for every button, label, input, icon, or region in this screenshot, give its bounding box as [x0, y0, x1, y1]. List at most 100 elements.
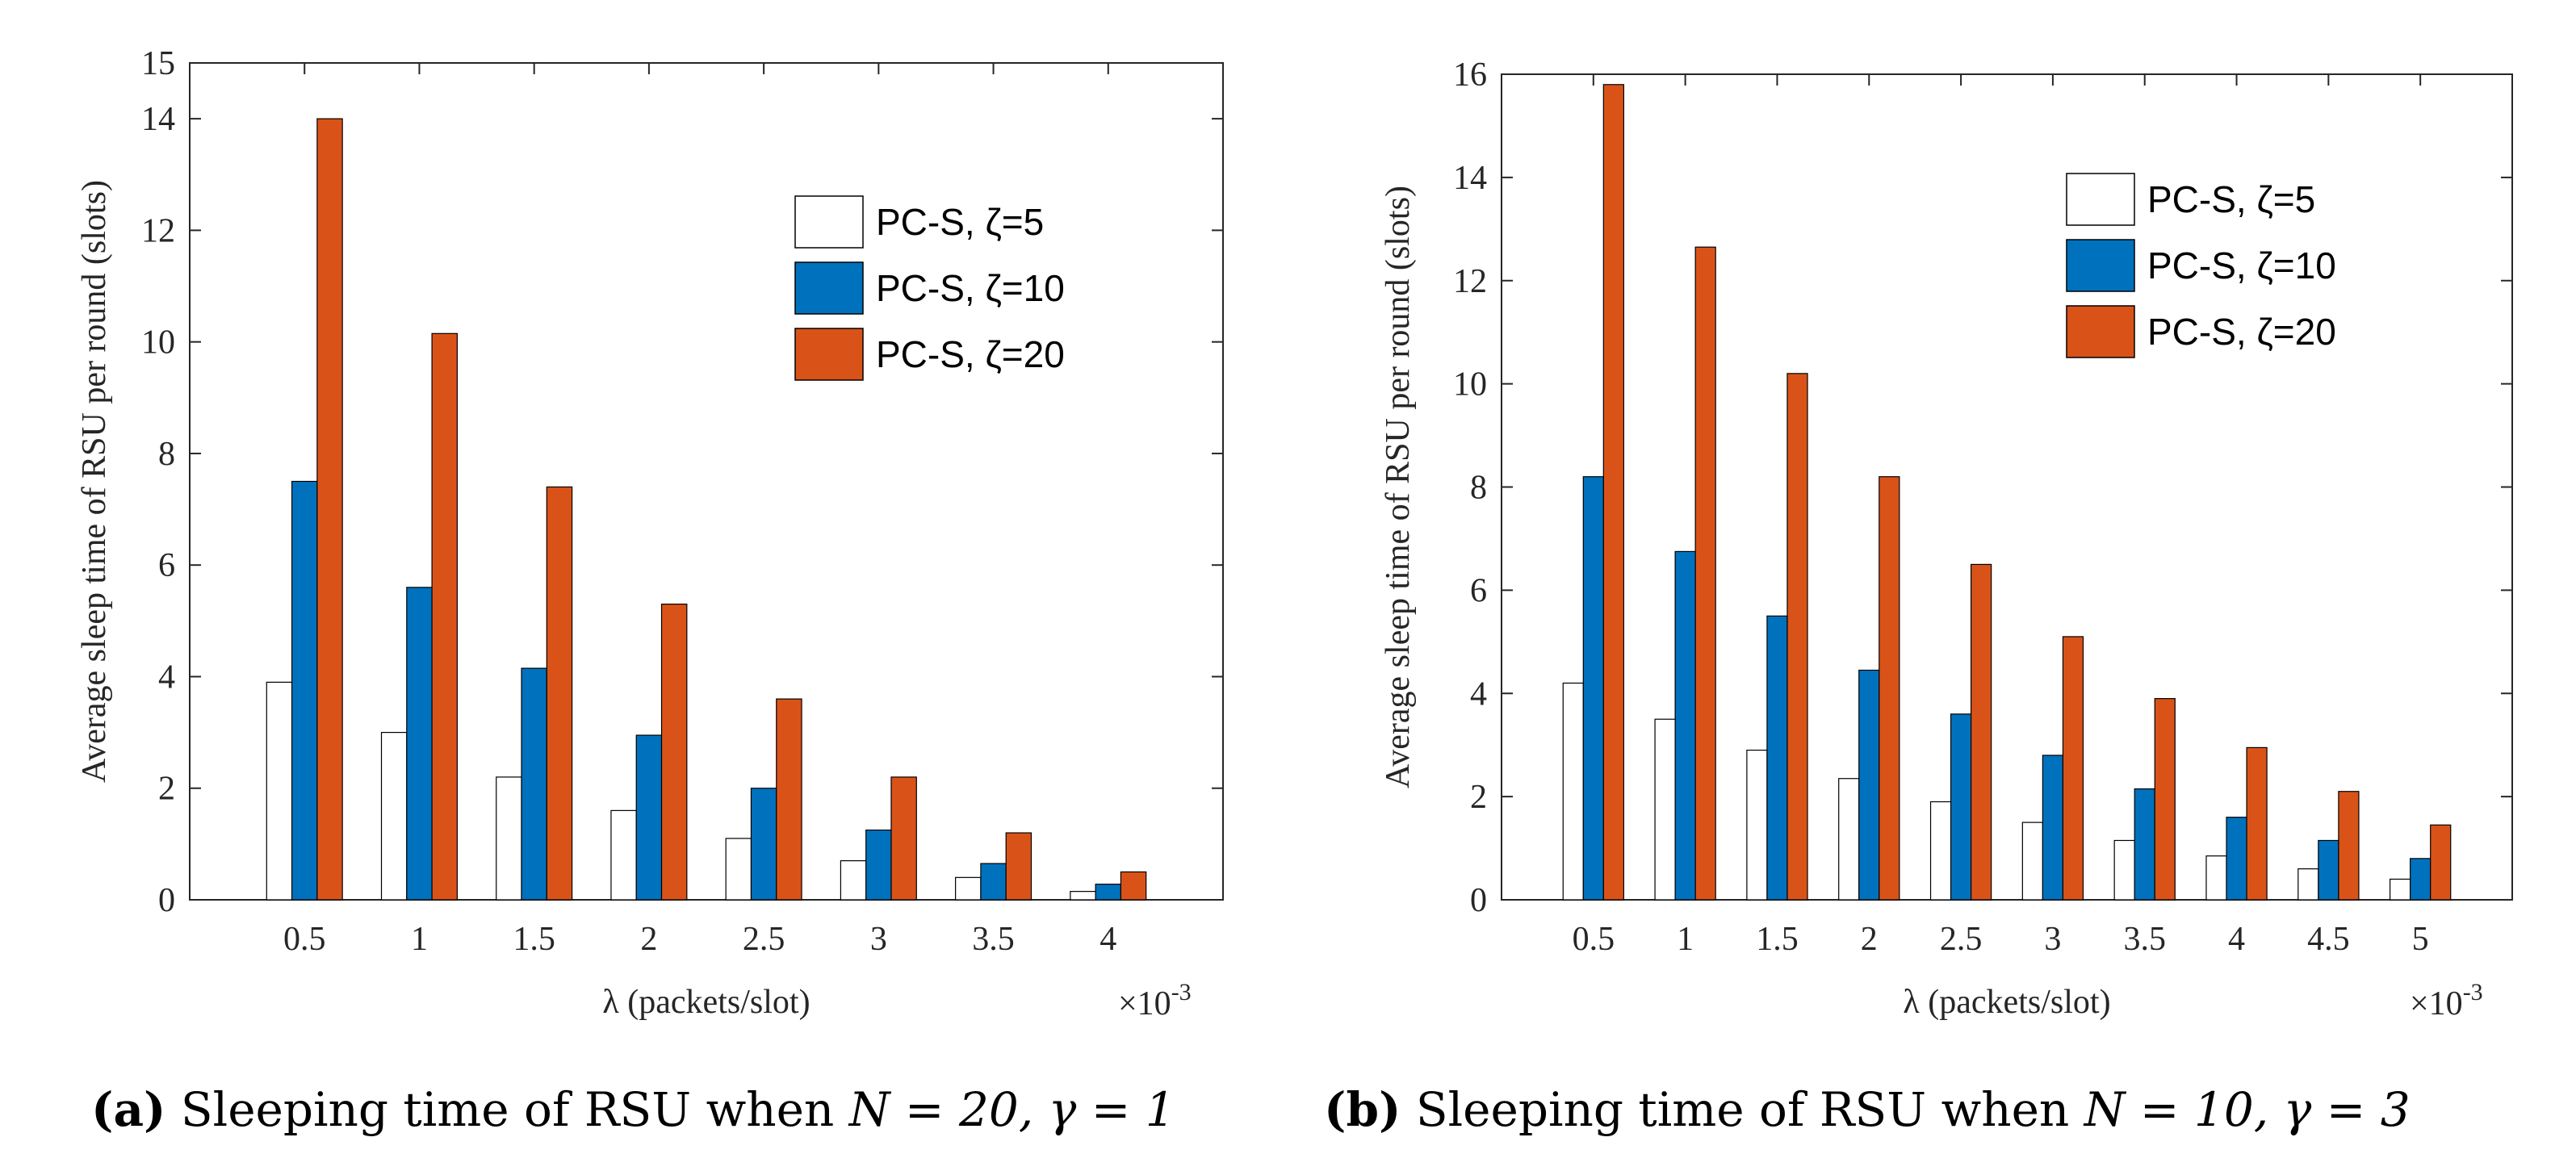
y-tick-label: 14 [141, 101, 175, 138]
x-tick-label: 1 [411, 921, 428, 958]
bar-b-s0-c2 [1746, 749, 1768, 901]
bar-b-s2-c7 [2246, 746, 2268, 901]
bar-b-s1-c9 [2410, 858, 2431, 901]
x-tick-label: 2.5 [743, 921, 785, 958]
bar-b-s1-c3 [1858, 669, 1880, 901]
bar-a-s2-c4 [776, 698, 802, 901]
x-tick-label: 4 [2228, 921, 2245, 958]
bar-b-s2-c5 [2062, 636, 2084, 901]
bar-b-s1-c4 [1950, 713, 1972, 901]
bar-a-s2-c2 [546, 486, 573, 901]
bar-b-s0-c1 [1654, 718, 1676, 901]
y-axis-label: Average sleep time of RSU per round (slo… [1380, 186, 1417, 788]
x-tick-label: 2 [640, 921, 657, 958]
y-tick-label: 4 [158, 659, 175, 696]
chart-a: 0 2 4 6 8 10 12 14 15 0.5 1 1.5 2 2.5 3 3.5 4 λ (packets/… [76, 45, 1224, 1022]
y-tick-label: 12 [141, 212, 175, 249]
y-tick-label: 12 [1453, 263, 1487, 300]
legend-swatch-1 [2066, 239, 2135, 292]
y-tick-label: 2 [1470, 779, 1487, 816]
bar-a-s2-c5 [890, 776, 917, 901]
bar-b-s2-c1 [1694, 246, 1716, 901]
bar-b-s1-c8 [2318, 839, 2339, 901]
bar-b-s1-c2 [1766, 615, 1788, 901]
bar-a-s2-c1 [431, 332, 458, 901]
bar-b-s2-c8 [2338, 791, 2360, 901]
bar-a-s0-c6 [955, 876, 982, 901]
bar-a-s2-c3 [660, 603, 688, 901]
legend-swatch-2 [2066, 305, 2135, 358]
legend-swatch-0 [2066, 173, 2135, 226]
bar-a-s0-c4 [725, 838, 752, 901]
bar-a-s1-c0 [291, 480, 318, 901]
bar-b-s2-c6 [2154, 698, 2176, 901]
bar-b-s2-c0 [1602, 84, 1624, 901]
legend-swatch-0 [794, 195, 864, 249]
bar-a-s2-c6 [1005, 832, 1032, 901]
bar-b-s0-c0 [1562, 682, 1584, 901]
bar-b-s1-c1 [1674, 550, 1696, 901]
y-tick-label: 0 [158, 882, 175, 919]
bar-b-s1-c5 [2042, 755, 2064, 901]
bar-b-s2-c2 [1786, 373, 1808, 901]
legend-label-0: PC-S, ζ=5 [2147, 178, 2315, 220]
bar-a-s0-c2 [496, 776, 522, 901]
y-tick-label: 6 [1470, 572, 1487, 609]
x-axis-label: λ (packets/slot) [1903, 984, 2110, 1021]
legend-swatch-2 [794, 328, 864, 381]
x-tick-label: 0.5 [283, 921, 326, 958]
y-tick-label: 8 [158, 436, 175, 473]
legend-label-1: PC-S, ζ=10 [2147, 245, 2336, 286]
bar-a-s0-c5 [840, 860, 867, 901]
bar-b-s0-c7 [2205, 855, 2227, 901]
bar-a-s0-c7 [1070, 891, 1096, 901]
bar-b-s2-c9 [2430, 824, 2452, 901]
y-tick-label: 8 [1470, 470, 1487, 507]
x-tick-label: 2.5 [1940, 921, 1983, 958]
bar-a-s0-c1 [380, 731, 408, 901]
y-tick-label: 15 [141, 45, 175, 82]
legend-swatch-1 [794, 261, 864, 315]
x-tick-label: 0.5 [1573, 921, 1615, 958]
x-axis-label: λ (packets/slot) [602, 984, 810, 1021]
y-tick-label: 10 [141, 324, 175, 362]
x-tick-label: 1 [1677, 921, 1694, 958]
bar-b-s1-c0 [1582, 476, 1604, 901]
bar-a-s2-c0 [316, 118, 343, 901]
bar-a-s1-c3 [635, 734, 663, 901]
y-tick-label: 10 [1453, 366, 1487, 403]
legend-label-0: PC-S, ζ=5 [876, 201, 1044, 243]
bar-b-s0-c6 [2113, 839, 2135, 901]
x-tick-label: 3.5 [2123, 921, 2166, 958]
bar-b-s1-c6 [2134, 788, 2155, 901]
bar-a-s1-c1 [406, 587, 433, 901]
caption-b: (b) Sleeping time of RSU when N = 10, γ … [1324, 1082, 2411, 1137]
x-tick-label: 1.5 [1756, 921, 1799, 958]
bar-b-s1-c7 [2226, 817, 2247, 901]
y-tick-label: 0 [1470, 882, 1487, 919]
caption-a: (a) Sleeping time of RSU when N = 20, γ … [91, 1082, 1175, 1137]
plot-frame [1501, 73, 2513, 901]
bar-a-s2-c7 [1120, 871, 1147, 901]
x-tick-label: 3 [2044, 921, 2061, 958]
bar-b-s0-c8 [2297, 868, 2319, 901]
x-tick-label: 4 [1100, 921, 1116, 958]
bar-a-s1-c2 [521, 667, 547, 901]
bar-a-s1-c7 [1095, 884, 1122, 901]
bar-b-s0-c9 [2390, 878, 2411, 901]
bar-b-s2-c4 [1971, 563, 1992, 901]
x-tick-label: 3.5 [972, 921, 1015, 958]
legend: PC-S, ζ=5 PC-S, ζ=10 PC-S, ζ=20 [2066, 173, 2336, 358]
bar-a-s1-c4 [750, 788, 777, 901]
legend: PC-S, ζ=5 PC-S, ζ=10 PC-S, ζ=20 [794, 195, 1065, 381]
legend-label-2: PC-S, ζ=20 [2147, 311, 2336, 353]
bar-b-s0-c4 [1929, 801, 1952, 901]
bar-a-s1-c5 [865, 829, 892, 901]
legend-label-1: PC-S, ζ=10 [876, 267, 1065, 309]
bar-a-s0-c0 [266, 681, 293, 901]
y-tick-label: 16 [1453, 56, 1487, 94]
x-exponent: ×10-3 [2410, 979, 2483, 1022]
x-tick-label: 1.5 [513, 921, 555, 958]
x-tick-label: 3 [870, 921, 887, 958]
